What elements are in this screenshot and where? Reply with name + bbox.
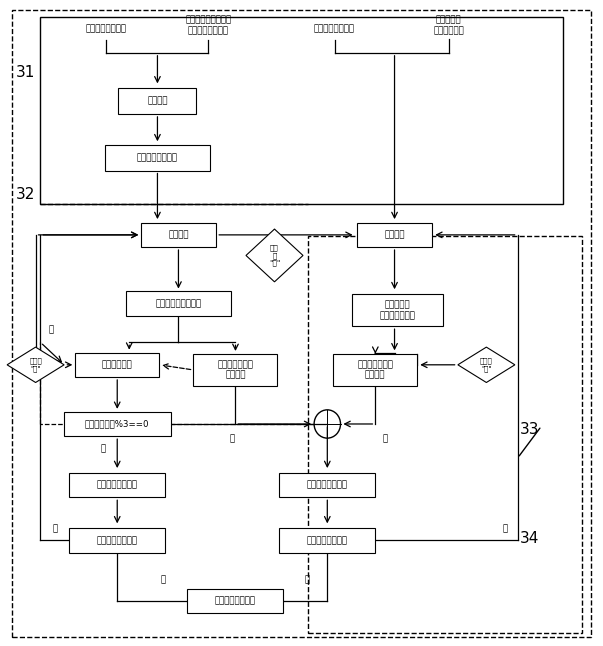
FancyBboxPatch shape — [141, 223, 216, 247]
FancyBboxPatch shape — [279, 528, 375, 552]
Text: 计算真实部分的
判别损失: 计算真实部分的 判别损失 — [358, 360, 393, 380]
Text: 否: 否 — [383, 434, 388, 443]
Text: 更新生成网络参数: 更新生成网络参数 — [96, 481, 137, 490]
Text: 否: 否 — [230, 434, 235, 443]
Text: 生成网络: 生成网络 — [147, 97, 168, 105]
Text: 更新判别网络参数: 更新判别网络参数 — [307, 481, 348, 490]
Text: 是: 是 — [101, 444, 106, 453]
Text: 否: 否 — [49, 325, 54, 334]
FancyBboxPatch shape — [69, 528, 165, 552]
Polygon shape — [246, 229, 303, 282]
Polygon shape — [458, 347, 515, 382]
Text: 否: 否 — [53, 525, 58, 534]
FancyBboxPatch shape — [357, 223, 432, 247]
Text: 输出真假二分类结果: 输出真假二分类结果 — [156, 299, 201, 308]
Text: 判别网络: 判别网络 — [384, 231, 405, 240]
FancyBboxPatch shape — [75, 353, 159, 377]
FancyBboxPatch shape — [352, 294, 443, 326]
FancyBboxPatch shape — [188, 589, 283, 613]
Text: 是: 是 — [161, 576, 166, 585]
FancyBboxPatch shape — [279, 473, 375, 497]
Text: 33: 33 — [520, 422, 539, 437]
Text: 输入初始状态变量: 输入初始状态变量 — [314, 24, 355, 33]
Text: 是: 是 — [305, 576, 310, 585]
Text: 输入初始状态变量: 输入初始状态变量 — [86, 24, 127, 33]
Polygon shape — [7, 347, 64, 382]
FancyBboxPatch shape — [69, 473, 165, 497]
Text: 生成网络是否收敛: 生成网络是否收敛 — [96, 536, 137, 545]
FancyBboxPatch shape — [333, 354, 417, 386]
Text: 训练好的整体网络: 训练好的整体网络 — [215, 596, 256, 605]
Text: 输入真实肿瘤时间序
列图像第一张图像: 输入真实肿瘤时间序 列图像第一张图像 — [185, 16, 232, 35]
Text: 计算生成部分的
判别损失: 计算生成部分的 判别损失 — [218, 360, 253, 380]
Text: 标签为
"真": 标签为 "真" — [480, 358, 493, 372]
Text: 标签为
"真": 标签为 "真" — [29, 358, 42, 372]
Text: 标签
为
"假": 标签 为 "假" — [269, 245, 280, 266]
FancyBboxPatch shape — [126, 291, 231, 316]
Text: 网络迭代次数%3==0: 网络迭代次数%3==0 — [85, 419, 150, 428]
Text: 32: 32 — [16, 187, 35, 202]
Text: 判别网络: 判别网络 — [168, 231, 189, 240]
FancyBboxPatch shape — [105, 145, 210, 171]
FancyBboxPatch shape — [194, 354, 277, 386]
Text: 34: 34 — [520, 531, 539, 546]
Text: 真实图像的
真假二分类结果: 真实图像的 真假二分类结果 — [380, 300, 415, 320]
Text: 31: 31 — [16, 65, 35, 79]
Text: 判别网络是否收敛: 判别网络是否收敛 — [307, 536, 348, 545]
FancyBboxPatch shape — [64, 412, 171, 436]
Text: 否: 否 — [503, 525, 508, 534]
Text: 输入真实的
时间序列图像: 输入真实的 时间序列图像 — [433, 16, 464, 35]
FancyBboxPatch shape — [118, 89, 197, 114]
Text: 计算生成损失: 计算生成损失 — [102, 360, 133, 370]
Text: 生成时间序列图像: 生成时间序列图像 — [137, 153, 178, 162]
